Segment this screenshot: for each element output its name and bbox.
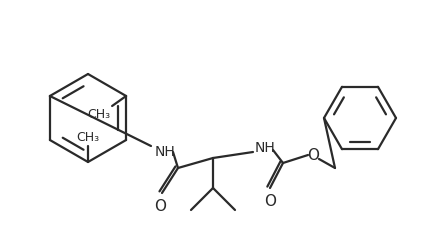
Text: CH₃: CH₃ [76,131,100,144]
Text: NH: NH [155,145,176,159]
Text: O: O [307,148,319,163]
Text: NH: NH [255,141,276,155]
Text: O: O [264,194,276,209]
Text: O: O [154,199,166,214]
Text: CH₃: CH₃ [87,108,110,121]
